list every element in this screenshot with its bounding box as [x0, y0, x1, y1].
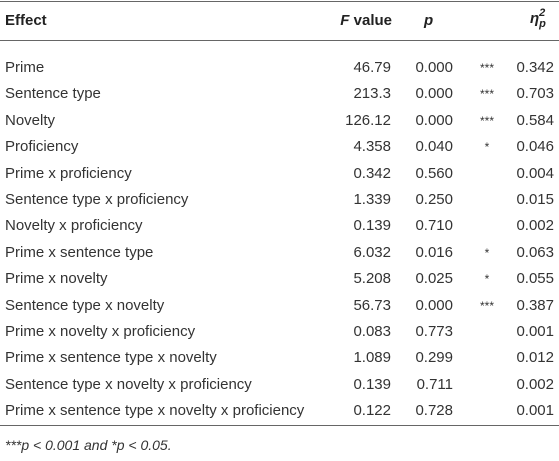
- eta-cell: 0.001: [516, 402, 554, 420]
- eta-cell: 0.584: [516, 111, 554, 129]
- eta-cell: 0.002: [516, 375, 554, 393]
- f-value-cell: 1.339: [353, 191, 391, 208]
- p-cell: 0.711: [416, 375, 453, 393]
- effect-cell: Novelty: [5, 111, 56, 129]
- p-cell: 0.000: [415, 59, 453, 76]
- p-cell: 0.000: [415, 296, 453, 314]
- effect-cell: Novelty x proficiency: [5, 217, 143, 235]
- f-value-cell: 5.208: [353, 270, 391, 288]
- effect-cell: Prime x sentence type: [5, 243, 154, 261]
- f-value-cell: 126.12: [345, 111, 391, 129]
- p-cell: 0.710: [415, 217, 453, 235]
- f-value-cell: 213.3: [353, 85, 391, 103]
- effect-cell: Prime x sentence type x novelty x profic…: [5, 402, 305, 420]
- p-cell: 0.016: [415, 243, 453, 261]
- effect-cell: Sentence type x proficiency: [5, 191, 189, 208]
- eta-cell: 0.387: [516, 296, 554, 314]
- p-cell: 0.000: [415, 85, 453, 103]
- effect-cell: Sentence type: [5, 85, 101, 103]
- f-value-cell: 6.032: [353, 243, 391, 261]
- header-p: p: [424, 11, 433, 31]
- eta-cell: 0.004: [516, 164, 554, 182]
- f-value-cell: 0.139: [353, 375, 391, 393]
- significance-cell: ***: [479, 61, 494, 75]
- header-rule: [0, 40, 559, 41]
- eta-sup: 2: [539, 7, 546, 19]
- significance-cell: *: [484, 272, 490, 287]
- header-effect: Effect: [5, 12, 47, 29]
- f-value-cell: 4.358: [353, 138, 391, 156]
- effect-cell: Sentence type x novelty: [5, 296, 165, 314]
- f-value-cell: 56.73: [353, 296, 391, 314]
- footnote: ***p < 0.001 and *p < 0.05.: [5, 437, 172, 453]
- eta-cell: 0.001: [516, 323, 554, 340]
- p-cell: 0.728: [415, 402, 453, 420]
- p-cell: 0.299: [415, 349, 453, 367]
- significance-cell: ***: [479, 87, 494, 102]
- f-value-cell: 1.089: [353, 349, 391, 367]
- eta-cell: 0.055: [516, 270, 554, 288]
- f-value-cell: 0.083: [353, 323, 391, 340]
- p-cell: 0.040: [415, 138, 453, 156]
- f-value-cell: 0.342: [353, 164, 391, 182]
- eta-cell: 0.015: [516, 191, 554, 208]
- effect-cell: Prime x sentence type x novelty: [5, 349, 217, 367]
- effect-cell: Prime: [5, 59, 45, 76]
- p-cell: 0.025: [415, 270, 453, 288]
- effect-cell: Prime x novelty: [5, 270, 108, 288]
- p-cell: 0.250: [415, 191, 453, 208]
- significance-cell: ***: [479, 298, 494, 313]
- effect-cell: Sentence type x novelty x proficiency: [5, 375, 252, 393]
- eta-sub: p: [539, 18, 546, 30]
- p-symbol: p: [424, 12, 434, 29]
- f-value-cell: 0.139: [353, 217, 391, 235]
- eta-cell: 0.063: [516, 243, 554, 261]
- effect-cell: Proficiency: [5, 138, 79, 156]
- significance-cell: ***: [479, 113, 494, 128]
- eta-cell: 0.342: [516, 59, 554, 76]
- p-cell: 0.000: [415, 111, 453, 129]
- effect-cell: Prime x novelty x proficiency: [5, 323, 196, 340]
- header-f-value: F value: [340, 11, 392, 31]
- f-symbol: F: [340, 12, 350, 29]
- eta-symbol: η: [530, 9, 540, 27]
- eta-cell: 0.703: [516, 85, 554, 103]
- eta-cell: 0.012: [516, 349, 554, 367]
- f-value-cell: 46.79: [353, 59, 391, 76]
- p-cell: 0.773: [415, 323, 453, 340]
- significance-cell: *: [484, 245, 490, 260]
- bottom-rule: [0, 425, 559, 426]
- effect-cell: Prime x proficiency: [5, 164, 132, 182]
- top-rule: [0, 1, 559, 2]
- f-value-cell: 0.122: [353, 402, 391, 420]
- significance-cell: *: [484, 140, 490, 155]
- f-text: value: [353, 12, 392, 29]
- eta-cell: 0.002: [516, 217, 554, 235]
- p-cell: 0.560: [415, 164, 453, 182]
- eta-cell: 0.046: [516, 138, 554, 156]
